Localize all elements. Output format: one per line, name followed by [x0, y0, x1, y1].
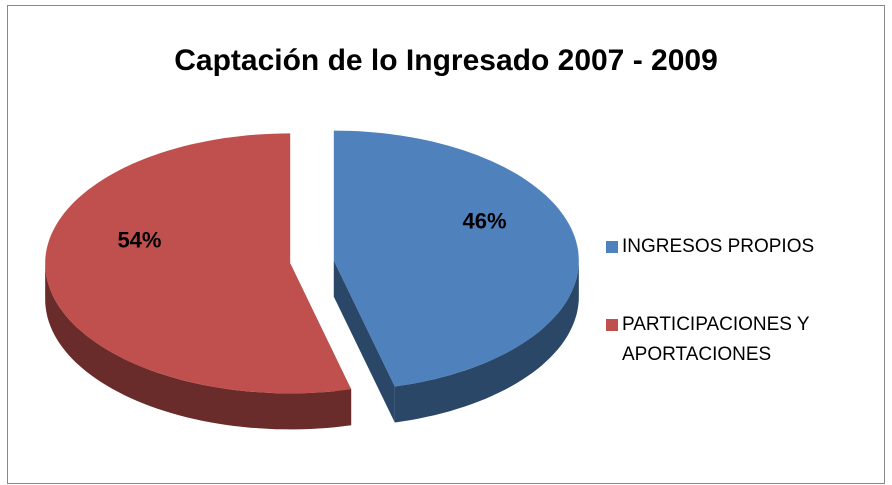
legend-label: INGRESOS PROPIOS: [622, 236, 815, 257]
legend-swatch: [606, 241, 618, 253]
slice-cut-face: [333, 260, 395, 423]
slice-cut-face-shade: [333, 260, 395, 423]
legend-label: PARTICIPACIONES Y APORTACIONES: [622, 314, 810, 365]
slice: [45, 133, 352, 394]
data-label: 54%: [117, 227, 161, 252]
data-label: 46%: [463, 208, 507, 233]
slice-side-shade: [394, 260, 579, 423]
slice-side: [394, 260, 579, 423]
slice-side: [45, 263, 352, 430]
slice-side-shade: [45, 263, 352, 430]
chart-title: Captación de lo Ingresado 2007 - 2009: [174, 44, 718, 77]
slice: [333, 130, 579, 387]
legend-swatch: [606, 319, 618, 331]
